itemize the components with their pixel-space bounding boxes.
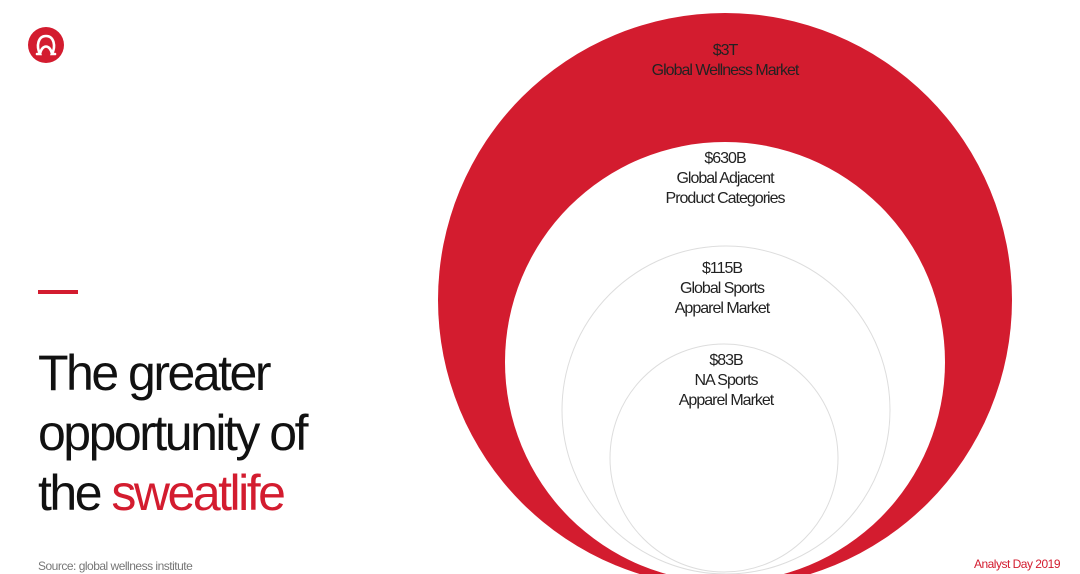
circle-label: Apparel Market [679, 392, 775, 409]
circle-value: $83B [709, 352, 743, 369]
circle-label: Apparel Market [675, 300, 771, 317]
title-highlight: sweatlife [111, 465, 284, 521]
accent-dash [38, 290, 78, 294]
circle-label: Global Adjacent [676, 170, 775, 187]
circle-label: Global Wellness Market [652, 62, 800, 79]
circle-value: $115B [702, 260, 742, 277]
circle-label: Product Categories [666, 190, 786, 207]
title-line: opportunity of [38, 405, 309, 461]
source: Source: global wellness institute [38, 559, 193, 573]
title-line: the sweatlife [38, 465, 284, 521]
circle-4 [609, 343, 839, 573]
circle-value: $3T [713, 42, 739, 59]
circle-label: NA Sports [694, 372, 758, 389]
logo [28, 27, 64, 63]
circle-value: $630B [704, 150, 746, 167]
title-word: the [38, 465, 101, 521]
circle-label: Global Sports [680, 280, 765, 297]
title-line: The greater [38, 345, 271, 401]
event: Analyst Day 2019 [974, 557, 1061, 571]
